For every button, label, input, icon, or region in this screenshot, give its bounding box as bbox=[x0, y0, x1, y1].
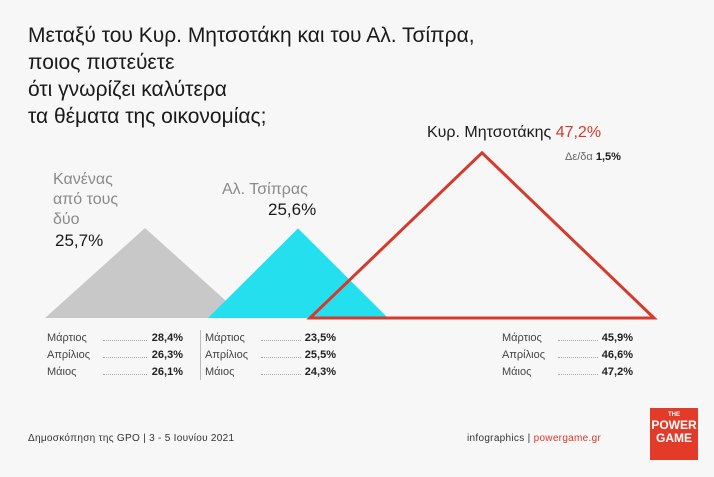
neither-label-line: Κανένας bbox=[53, 171, 113, 188]
mitsotakis-label: Κυρ. Μητσοτάκης 47,2% bbox=[427, 123, 601, 143]
table-row: Μάιος 47,2% bbox=[502, 364, 633, 381]
month-label: Μάιος bbox=[47, 366, 77, 378]
footer-source: Δημοσκόπηση της GPO | 3 - 5 Ιουνίου 2021 bbox=[28, 433, 235, 444]
tsipras-trend-table: Μάρτιος 23,5% Απρίλιος 25,5% Μάιος 24,3% bbox=[205, 330, 336, 381]
table-row: Μάιος 26,1% bbox=[47, 364, 183, 381]
month-label: Μάρτιος bbox=[502, 332, 542, 344]
table-row: Απρίλιος 26,3% bbox=[47, 347, 183, 364]
table-row: Μάρτιος 45,9% bbox=[502, 330, 633, 347]
title-line: ποιος πιστεύετε bbox=[28, 51, 175, 74]
month-label: Μάρτιος bbox=[205, 332, 245, 344]
month-value: 24,3% bbox=[304, 366, 336, 378]
triangle-tsipras bbox=[208, 228, 388, 318]
month-value: 26,3% bbox=[151, 349, 183, 361]
month-value: 23,5% bbox=[304, 332, 336, 344]
neither-value: 25,7% bbox=[55, 231, 104, 250]
logo-the: THE bbox=[668, 412, 680, 418]
mitsotakis-trend-table: Μάρτιος 45,9% Απρίλιος 46,6% Μάιος 47,2% bbox=[502, 330, 633, 381]
month-label: Απρίλιος bbox=[205, 349, 248, 361]
month-value: 45,9% bbox=[601, 332, 633, 344]
triangle-neither bbox=[45, 228, 245, 318]
tsipras-value: 25,6% bbox=[268, 200, 317, 219]
neither-label-line: δύο bbox=[53, 211, 80, 228]
table-row: Απρίλιος 25,5% bbox=[205, 347, 336, 364]
tsipras-label: Αλ. Τσίπρας bbox=[222, 181, 308, 198]
footer-site-link[interactable]: powergame.gr bbox=[533, 433, 602, 444]
title-line: Μεταξύ του Κυρ. Μητσοτάκη και του Αλ. Τσ… bbox=[28, 24, 475, 47]
month-value: 28,4% bbox=[151, 332, 183, 344]
month-label: Μάιος bbox=[502, 366, 532, 378]
neither-label: Κανένας από τους δύο bbox=[53, 170, 118, 230]
chart-title: Μεταξύ του Κυρ. Μητσοτάκη και του Αλ. Τσ… bbox=[28, 22, 475, 130]
dkna-label: Δε/δα bbox=[565, 151, 593, 163]
table-row: Μάρτιος 28,4% bbox=[47, 330, 183, 347]
neither-label-line: από τους bbox=[53, 191, 119, 208]
table-row: Απρίλιος 46,6% bbox=[502, 347, 633, 364]
power-game-logo: THE POWER GAME bbox=[650, 408, 698, 460]
dkna: Δε/δα 1,5% bbox=[565, 147, 621, 167]
month-value: 25,5% bbox=[304, 349, 336, 361]
month-label: Μάιος bbox=[205, 366, 235, 378]
neither-trend-table: Μάρτιος 28,4% Απρίλιος 26,3% Μάιος 26,1% bbox=[47, 330, 183, 381]
triangle-mitsotakis bbox=[306, 150, 658, 320]
mitsotakis-name: Κυρ. Μητσοτάκης bbox=[427, 124, 552, 141]
table-divider bbox=[200, 330, 201, 380]
footer-credit-prefix: infographics | bbox=[467, 433, 534, 444]
month-label: Μάρτιος bbox=[47, 332, 87, 344]
title-line: τα θέματα της οικονομίας; bbox=[28, 105, 267, 128]
month-label: Απρίλιος bbox=[502, 349, 545, 361]
title-line: ότι γνωρίζει καλύτερα bbox=[28, 78, 227, 101]
table-row: Μάρτιος 23,5% bbox=[205, 330, 336, 347]
month-value: 47,2% bbox=[601, 366, 633, 378]
mitsotakis-value: 47,2% bbox=[555, 124, 602, 141]
month-value: 26,1% bbox=[151, 366, 183, 378]
month-value: 46,6% bbox=[601, 349, 633, 361]
table-row: Μάιος 24,3% bbox=[205, 364, 336, 381]
footer-credit: infographics | powergame.gr bbox=[467, 433, 601, 444]
logo-line1: POWER bbox=[651, 418, 697, 432]
dkna-value: 1,5% bbox=[595, 151, 621, 163]
month-label: Απρίλιος bbox=[47, 349, 90, 361]
logo-line2: GAME bbox=[656, 431, 692, 445]
